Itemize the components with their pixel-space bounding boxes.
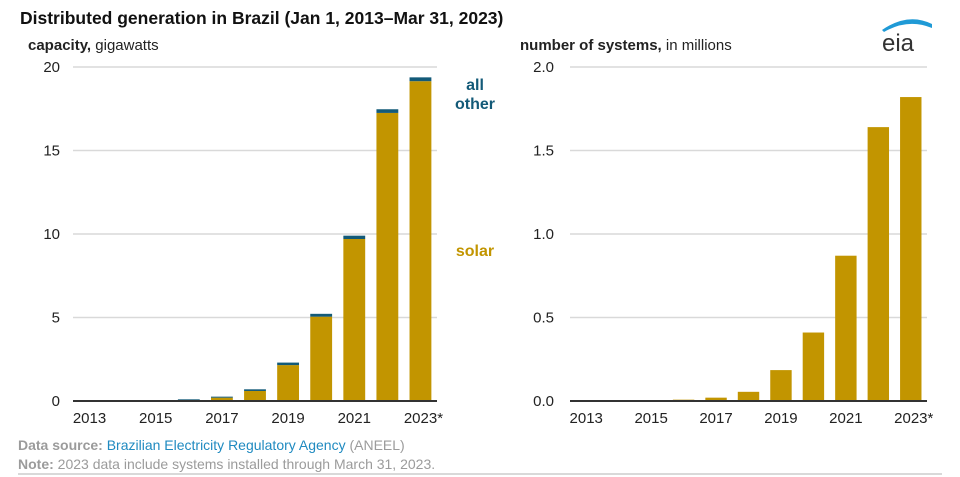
- bar-all-other-2022: [376, 109, 399, 113]
- note-text: 2023 data include systems installed thro…: [57, 456, 436, 472]
- y-tick-label: 1.5: [533, 143, 554, 160]
- bar-systems-2022: [867, 127, 890, 402]
- bar-all-other-2023: [409, 77, 432, 82]
- bar-systems-2018: [737, 391, 760, 401]
- left-chart-subtitle: capacity, gigawatts: [28, 37, 159, 54]
- x-tick-label: 2015: [634, 410, 667, 427]
- x-tick-label: 2015: [139, 410, 172, 427]
- y-tick-label: 0.5: [533, 310, 554, 327]
- y-tick-label: 15: [43, 143, 60, 160]
- x-tick-label: 2021: [338, 410, 371, 427]
- bar-systems-2023: [900, 97, 922, 401]
- footer-divider: [18, 473, 942, 475]
- left-chart-subtitle-bold: capacity,: [28, 37, 92, 54]
- y-tick-label: 20: [43, 59, 60, 76]
- x-tick-label: 2019: [764, 410, 797, 427]
- bar-solar-2017: [210, 397, 233, 401]
- bar-solar-2019: [277, 365, 300, 401]
- y-tick-label: 5: [52, 310, 60, 327]
- x-tick-label: 2013: [570, 410, 603, 427]
- bar-solar-2022: [376, 112, 399, 402]
- note-label: Note:: [18, 456, 54, 472]
- x-tick-label: 2013: [73, 410, 106, 427]
- bar-systems-2017: [705, 397, 727, 401]
- bar-solar-2018: [244, 390, 266, 401]
- x-tick-label: 2023*: [404, 410, 443, 427]
- bar-solar-2023: [409, 81, 432, 401]
- right-chart-subtitle-bold: number of systems,: [520, 37, 662, 54]
- x-tick-label: 2021: [829, 410, 862, 427]
- y-tick-label: 10: [43, 226, 60, 243]
- legend-all-other-line2: other: [455, 96, 495, 113]
- bar-all-other-2021: [343, 235, 366, 240]
- left-chart-subtitle-rest: gigawatts: [95, 37, 159, 54]
- bar-all-other-2020: [310, 313, 333, 317]
- bar-all-other-2018: [244, 389, 266, 391]
- eia-logo[interactable]: eia: [876, 14, 936, 54]
- x-tick-label: 2017: [205, 410, 238, 427]
- bar-systems-2019: [770, 370, 792, 401]
- bar-all-other-2016: [177, 399, 200, 401]
- data-source-link[interactable]: Brazilian Electricity Regulatory Agency: [106, 437, 346, 453]
- eia-logo-text: eia: [882, 30, 915, 54]
- bar-all-other-2017: [210, 396, 233, 398]
- data-source-suffix: (ANEEL): [349, 437, 405, 453]
- legend-solar: solar: [456, 243, 494, 260]
- x-tick-label: 2023*: [894, 410, 933, 427]
- bar-all-other-2019: [277, 362, 300, 366]
- y-tick-label: 1.0: [533, 226, 554, 243]
- right-chart-subtitle-rest: in millions: [665, 37, 732, 54]
- y-tick-label: 0: [52, 393, 60, 410]
- bar-systems-2020: [802, 332, 825, 401]
- y-tick-label: 2.0: [533, 59, 554, 76]
- bar-solar-2021: [343, 239, 366, 401]
- right-chart-subtitle: number of systems, in millions: [520, 37, 732, 54]
- y-tick-label: 0.0: [533, 393, 554, 410]
- data-source-label: Data source:: [18, 437, 103, 453]
- eia-logo-arc-icon: [882, 19, 932, 32]
- x-tick-label: 2017: [699, 410, 732, 427]
- data-source-line: Data source: Brazilian Electricity Regul…: [18, 437, 405, 453]
- chart-title: Distributed generation in Brazil (Jan 1,…: [20, 8, 504, 28]
- legend-all-other: all: [466, 77, 484, 94]
- bar-solar-2020: [310, 316, 333, 401]
- bar-systems-2021: [835, 255, 857, 401]
- x-tick-label: 2019: [271, 410, 304, 427]
- note-line: Note: 2023 data include systems installe…: [18, 456, 435, 472]
